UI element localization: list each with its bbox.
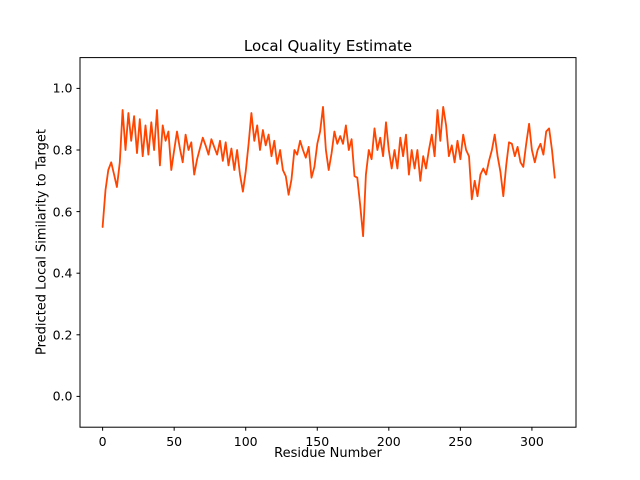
axes-box (79, 57, 577, 428)
chart-title: Local Quality Estimate (243, 37, 413, 55)
x-tick-label: 100 (233, 433, 258, 449)
y-tick-label: 0.8 (52, 142, 73, 158)
tick-marks (76, 87, 533, 431)
x-tick-label: 300 (519, 433, 544, 449)
y-tick-label: 1.0 (52, 80, 73, 96)
y-axis-label: Predicted Local Similarity to Target (34, 129, 50, 355)
x-tick-label: 50 (166, 433, 183, 449)
x-tick-label: 200 (376, 433, 401, 449)
x-axis-label: Residue Number (274, 446, 382, 461)
x-tick-label: 0 (98, 433, 107, 449)
y-tick-label: 0.6 (52, 204, 73, 220)
quality-line (101, 106, 556, 238)
y-tick-label: 0.2 (52, 327, 73, 343)
x-tick-label: 250 (448, 433, 473, 449)
x-tick-label: 150 (305, 433, 330, 449)
y-tick-label: 0.0 (52, 388, 73, 404)
y-tick-label: 0.4 (52, 265, 73, 281)
